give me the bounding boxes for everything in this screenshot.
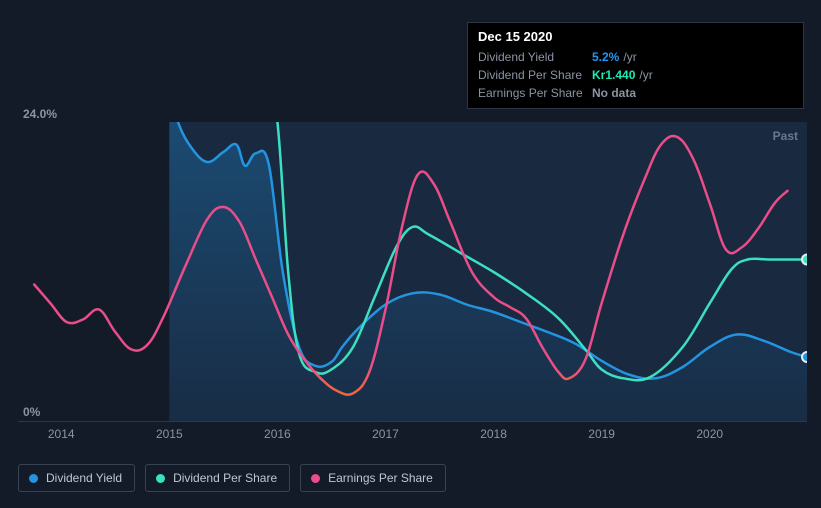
y-axis-max: 24.0% [23,107,57,121]
x-axis-tick: 2016 [264,427,291,441]
tooltip-row-value: 5.2%/yr [592,50,637,64]
tooltip-row-suffix: /yr [623,50,636,64]
tooltip-box: Dec 15 2020 Dividend Yield5.2%/yrDividen… [467,22,804,109]
x-axis-tick: 2019 [588,427,615,441]
x-axis-tick: 2015 [156,427,183,441]
x-axis-tick: 2018 [480,427,507,441]
legend-item[interactable]: Earnings Per Share [300,464,446,492]
legend-swatch [311,474,320,483]
legend-swatch [29,474,38,483]
tooltip-date: Dec 15 2020 [468,23,803,48]
tooltip-row-label: Dividend Yield [478,50,592,64]
tooltip-row-label: Dividend Per Share [478,68,592,82]
x-axis-tick: 2017 [372,427,399,441]
dividend-per-share-end-marker [802,255,807,265]
tooltip-row: Earnings Per ShareNo data [468,84,803,108]
tooltip-row-value: No data [592,86,636,100]
legend-swatch [156,474,165,483]
x-axis-tick: 2020 [696,427,723,441]
tooltip-row: Dividend Yield5.2%/yr [468,48,803,66]
dividend-yield-end-marker [802,352,807,362]
legend-label: Dividend Yield [46,471,122,485]
legend-label: Earnings Per Share [328,471,433,485]
chart-svg [18,122,807,422]
x-axis: 2014 2015 2016 2017 2018 2019 2020 [18,427,807,447]
tooltip-row-label: Earnings Per Share [478,86,592,100]
legend-item[interactable]: Dividend Yield [18,464,135,492]
legend-label: Dividend Per Share [173,471,277,485]
x-axis-tick: 2014 [48,427,75,441]
tooltip-row: Dividend Per ShareKr1.440/yr [468,66,803,84]
legend: Dividend Yield Dividend Per Share Earnings… [18,464,446,492]
tooltip-row-suffix: /yr [639,68,652,82]
chart-plot-area[interactable] [18,122,807,422]
legend-item[interactable]: Dividend Per Share [145,464,290,492]
tooltip-row-value: Kr1.440/yr [592,68,653,82]
